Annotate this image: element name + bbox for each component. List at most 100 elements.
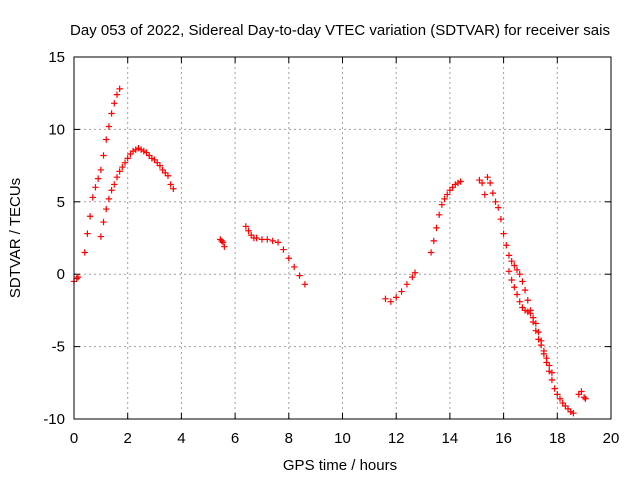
data-point-arc-8	[503, 242, 510, 249]
data-point-arc-6	[409, 273, 416, 281]
data-point-arc-2	[113, 91, 121, 98]
data-point-arc-4	[218, 237, 225, 245]
x-tick-labels: 0 2 4 6 8 10 12 14 16 18 20	[70, 430, 620, 447]
data-point-arc-2	[84, 230, 91, 237]
data-point-arc-2	[92, 184, 99, 191]
data-point-arc-7	[457, 178, 464, 185]
data-point-arc-3	[167, 181, 174, 188]
data-point-arc-8	[551, 385, 558, 392]
data-point-arc-6	[411, 269, 419, 276]
data-point-arc-9	[508, 276, 515, 284]
data-point-arc-2	[105, 123, 113, 130]
data-point-arc-8	[478, 179, 486, 187]
data-point-arc-9	[527, 310, 534, 317]
data-point-arc-9	[543, 354, 550, 362]
data-point-arc-8	[556, 395, 564, 402]
x-axis-label: GPS time / hours	[283, 457, 397, 474]
y-tick-label: 0	[57, 266, 65, 283]
x-tick-label: 16	[495, 430, 512, 447]
data-point-arc-5	[253, 234, 260, 242]
data-point-arc-8	[548, 376, 556, 384]
data-point-arc-6	[398, 288, 405, 295]
data-point-arc-3	[108, 187, 115, 194]
data-point-arc-5	[280, 246, 287, 253]
y-tick-label: 5	[57, 194, 65, 211]
data-point-arc-8	[497, 215, 505, 223]
data-point-arc-1	[74, 273, 82, 281]
data-point-arc-3	[116, 168, 123, 175]
data-point-arc-9	[537, 341, 545, 349]
x-tick-label: 10	[334, 430, 351, 447]
data-point-arc-8	[495, 204, 502, 211]
x-tick-label: 20	[603, 430, 620, 447]
data-point-arc-5	[274, 239, 282, 246]
data-point-arc-2	[94, 175, 102, 182]
axis-ticks	[73, 56, 612, 420]
data-point-arc-3	[103, 205, 110, 213]
data-point-arc-7	[433, 224, 440, 232]
data-point-arc-3	[121, 159, 129, 166]
data-point-arc-2	[86, 213, 94, 220]
data-point-arc-7	[435, 211, 443, 219]
data-point-arc-9	[535, 336, 542, 343]
data-points	[70, 85, 589, 417]
data-point-arc-5	[290, 263, 298, 271]
data-point-arc-2	[111, 100, 118, 107]
data-point-arc-2	[81, 249, 88, 256]
data-point-arc-9	[529, 318, 537, 326]
data-point-arc-5	[258, 236, 266, 243]
data-point-arc-9	[540, 347, 548, 355]
y-axis-label: SDTVAR / TECUs	[7, 178, 24, 298]
data-point-arc-8	[511, 262, 518, 269]
data-point-arc-9	[548, 369, 556, 376]
data-point-arc-3	[164, 172, 172, 179]
data-point-arc-7	[444, 191, 451, 198]
data-point-arc-8	[486, 179, 494, 187]
data-point-arc-8	[524, 297, 531, 304]
data-point-arc-8	[554, 391, 561, 398]
x-tick-label: 8	[285, 430, 293, 447]
data-point-arc-5	[245, 227, 252, 234]
grid-lines	[74, 57, 611, 419]
x-tick-label: 6	[231, 430, 239, 447]
data-point-arc-3	[105, 195, 113, 203]
data-point-arc-2	[89, 194, 96, 201]
y-tick-labels: -10 -5 0 5 10 15	[43, 49, 65, 428]
plot-frame	[73, 56, 612, 420]
data-point-arc-3	[111, 181, 118, 188]
x-tick-label: 0	[70, 430, 78, 447]
data-point-arc-6	[393, 294, 400, 301]
data-point-arc-5	[242, 223, 250, 230]
data-point-arc-2	[103, 136, 110, 143]
data-point-arc-8	[505, 252, 513, 259]
data-point-arc-3	[156, 162, 164, 169]
x-tick-label: 2	[124, 430, 132, 447]
data-point-arc-5	[301, 281, 309, 288]
y-tick-label: -5	[52, 339, 65, 356]
data-point-arc-10	[582, 395, 589, 402]
data-point-arc-9	[511, 284, 518, 291]
data-point-arc-6	[403, 281, 411, 288]
data-point-arc-2	[97, 166, 105, 174]
data-point-arc-8	[508, 257, 515, 265]
data-point-arc-7	[427, 249, 435, 256]
data-point-arc-2	[116, 85, 123, 93]
data-point-arc-7	[441, 195, 448, 203]
data-point-arc-7	[430, 237, 437, 245]
data-point-arc-8	[489, 189, 497, 197]
data-point-arc-1	[73, 275, 80, 282]
y-tick-label: -10	[43, 411, 65, 428]
x-tick-label: 4	[177, 430, 185, 447]
data-point-arc-3	[113, 173, 121, 181]
data-point-arc-2	[100, 152, 107, 159]
y-tick-label: 10	[48, 121, 65, 138]
data-point-arc-9	[532, 327, 540, 334]
data-point-arc-5	[285, 255, 292, 262]
data-point-arc-3	[100, 218, 107, 226]
data-point-arc-8	[513, 266, 521, 274]
data-point-arc-6	[382, 295, 389, 303]
data-point-arc-3	[119, 163, 126, 171]
data-point-arc-10	[578, 388, 585, 395]
